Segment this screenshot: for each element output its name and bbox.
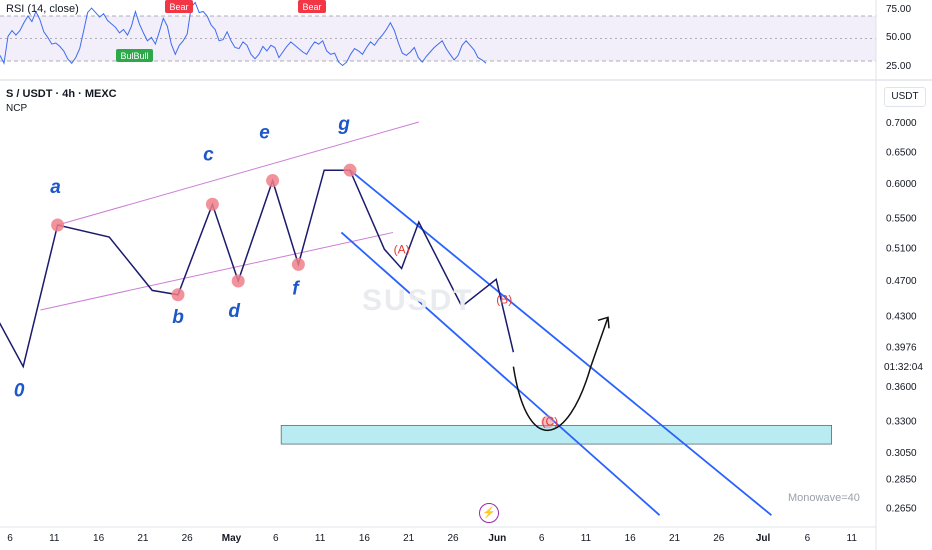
- time-tick[interactable]: 11: [49, 533, 60, 544]
- pivot-markers: [51, 163, 555, 429]
- pivot-marker: [171, 288, 185, 302]
- price-tick[interactable]: 0.2650: [886, 504, 917, 515]
- time-tick[interactable]: 6: [7, 533, 13, 544]
- pivot-marker: [51, 218, 65, 232]
- time-axis[interactable]: 6 11 16 21 26 May 6 11 16 21 26 Jun 6 11 16 21 26 Jul 6 11: [7, 533, 857, 544]
- time-tick[interactable]: 11: [315, 533, 326, 544]
- wave-label: g: [337, 114, 350, 135]
- time-tick[interactable]: Jul: [756, 533, 771, 544]
- time-tick[interactable]: 26: [447, 533, 459, 544]
- support-zone[interactable]: [280, 424, 833, 445]
- time-tick[interactable]: 26: [182, 533, 194, 544]
- pivot-marker: [343, 163, 357, 177]
- pivot-marker: [205, 197, 219, 211]
- upper-pink-channel[interactable]: [57, 121, 419, 226]
- time-tick[interactable]: 6: [805, 533, 811, 544]
- wave-label: d: [228, 301, 240, 322]
- price-tick[interactable]: 0.3050: [886, 448, 917, 459]
- rsi-pane: Bear Bear BulBull: [0, 0, 876, 67]
- arrowhead-icon: [597, 316, 610, 329]
- rsi-title[interactable]: RSI (14, close): [6, 3, 79, 15]
- pivot-marker: [231, 274, 245, 288]
- symbol-title[interactable]: S / USDT · 4h · MEXC: [6, 88, 117, 100]
- monowave-label: Monowave=40: [788, 492, 860, 504]
- price-tick[interactable]: 0.5500: [886, 214, 917, 225]
- currency-button[interactable]: USDT: [884, 87, 926, 107]
- rsi-tags: Bear Bear BulBull: [116, 0, 326, 62]
- lower-pink-channel[interactable]: [40, 231, 394, 311]
- time-tick[interactable]: 11: [847, 533, 858, 544]
- price-tick[interactable]: 0.4300: [886, 311, 917, 322]
- time-tick[interactable]: 6: [539, 533, 545, 544]
- wave-label: a: [50, 177, 61, 198]
- price-axis[interactable]: 0.7000 0.6500 0.6000 0.5500 0.5100 0.4700 0.43…: [886, 118, 917, 515]
- indicator-title[interactable]: NCP: [6, 103, 28, 114]
- bear-tag: [298, 0, 326, 13]
- abc-wave-label: (C): [541, 415, 558, 429]
- price-pane: 0 a b c d e f g (A) (B) (C): [0, 114, 833, 516]
- trend-channels[interactable]: [40, 121, 772, 516]
- price-tick[interactable]: 0.7000: [886, 118, 917, 129]
- time-tick[interactable]: 16: [625, 533, 637, 544]
- wave-line[interactable]: [0, 169, 515, 369]
- bull-tag: [116, 49, 153, 62]
- bear-tag-label: Bear: [169, 2, 188, 12]
- lightning-bolt-icon[interactable]: ⚡: [479, 503, 499, 523]
- wave-labels: 0 a b c d e f g (A) (B) (C): [14, 114, 558, 429]
- price-tick[interactable]: 0.3600: [886, 382, 917, 393]
- time-tick[interactable]: 16: [359, 533, 371, 544]
- time-tick[interactable]: 21: [137, 533, 149, 544]
- bar-countdown: 01:32:04: [884, 362, 923, 373]
- abc-wave-label: (A): [394, 242, 410, 256]
- time-tick[interactable]: May: [222, 533, 242, 544]
- wave-label: f: [292, 278, 300, 299]
- time-tick[interactable]: 16: [93, 533, 105, 544]
- rsi-axis-tick[interactable]: 50.00: [886, 32, 911, 43]
- time-tick[interactable]: 21: [669, 533, 681, 544]
- bull-tag-label: BulBull: [120, 51, 148, 61]
- rsi-axis-tick[interactable]: 25.00: [886, 61, 911, 72]
- lower-blue-channel[interactable]: [340, 231, 661, 516]
- wave-label: e: [259, 123, 270, 144]
- symbol-watermark: SUSDT: [362, 284, 474, 317]
- time-tick[interactable]: 21: [403, 533, 415, 544]
- wave-label: 0: [14, 381, 25, 402]
- current-price-label[interactable]: 0.3976: [886, 343, 917, 354]
- time-tick[interactable]: 26: [713, 533, 725, 544]
- pivot-marker: [541, 415, 555, 429]
- pivot-marker: [266, 174, 280, 188]
- upper-blue-channel[interactable]: [349, 169, 772, 516]
- price-tick[interactable]: 0.5100: [886, 244, 917, 255]
- price-tick[interactable]: 0.3300: [886, 417, 917, 428]
- price-tick[interactable]: 0.2850: [886, 475, 917, 486]
- time-tick[interactable]: 6: [273, 533, 279, 544]
- time-tick[interactable]: Jun: [488, 533, 506, 544]
- rsi-axis[interactable]: 75.00 50.00 25.00: [886, 4, 911, 72]
- price-tick[interactable]: 0.6000: [886, 179, 917, 190]
- bear-tag-label: Bear: [302, 2, 321, 12]
- projection-arrow[interactable]: [512, 317, 609, 431]
- wave-label: b: [172, 307, 184, 328]
- wave-label: c: [203, 144, 214, 165]
- time-tick[interactable]: 11: [581, 533, 592, 544]
- price-tick[interactable]: 0.6500: [886, 147, 917, 158]
- price-tick[interactable]: 0.4700: [886, 276, 917, 287]
- abc-wave-label: (B): [496, 292, 512, 306]
- bear-tag: [165, 0, 193, 13]
- rsi-line: [0, 1, 487, 67]
- rsi-axis-tick[interactable]: 75.00: [886, 4, 911, 15]
- pivot-marker: [291, 257, 305, 271]
